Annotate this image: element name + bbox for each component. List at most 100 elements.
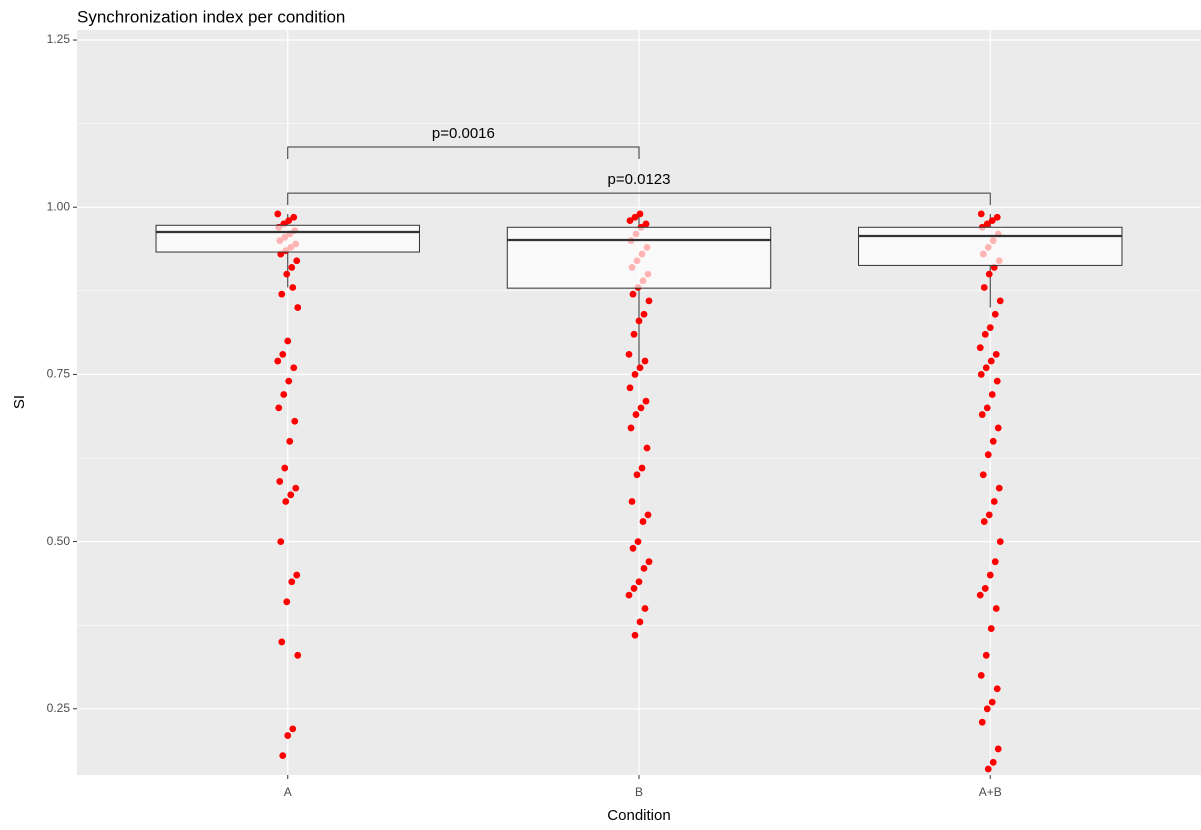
data-point [294,651,302,659]
data-point [631,631,639,639]
data-point [989,437,997,445]
y-tick-label: 1.25 [47,32,71,46]
annotation: p=0.0123 [608,171,671,188]
data-point [625,350,633,358]
x-tick-label: B [635,785,643,799]
data-point [982,651,990,659]
data-point [288,264,296,271]
data-point [629,544,637,552]
data-point [991,558,999,566]
data-point [642,397,650,405]
data-point [627,424,635,432]
data-point [280,391,288,398]
data-point [287,491,295,499]
data-point [977,210,985,218]
data-point [993,685,1001,693]
data-point [289,284,297,291]
data-point [286,437,294,445]
data-point [285,217,293,224]
y-axis-label: SI [11,395,28,409]
data-point [294,304,302,311]
data-point [996,297,1004,305]
data-point [645,297,653,305]
data-point [986,571,994,579]
data-point [631,213,639,221]
data-point [633,471,641,479]
data-point [977,371,985,378]
data-point [631,371,639,378]
data-point [994,745,1002,753]
data-point [984,765,992,773]
data-point [640,310,648,318]
data-point [290,213,298,221]
y-tick-label: 0.25 [47,701,71,715]
data-point [638,464,646,472]
data-point [632,411,640,418]
data-point [634,538,642,546]
data-point [639,518,647,525]
data-point [289,725,297,733]
data-point [275,404,283,412]
data-point [983,705,991,713]
data-point [980,518,988,525]
data-point [976,344,984,352]
data-point [990,498,998,505]
annotation: p=0.0016 [432,125,495,142]
data-point [991,310,999,318]
data-point [637,404,645,412]
data-point [641,605,649,612]
data-point [993,377,1001,385]
box [858,226,1123,266]
data-point [278,638,286,646]
data-point [276,478,284,485]
data-point [983,404,991,412]
data-point [274,210,282,218]
data-point [982,364,990,372]
data-point [626,384,634,392]
data-point [281,464,289,472]
data-point [977,671,985,679]
data-point [986,324,994,331]
data-point [992,350,1000,358]
data-point [291,417,299,425]
data-point [980,284,988,291]
data-point [636,210,644,218]
data-point [290,364,298,372]
data-point [993,213,1001,221]
x-axis-label: Condition [607,807,670,824]
data-point [645,558,653,566]
data-point [978,411,986,418]
x-tick-label: A [284,785,292,799]
data-point [985,511,993,519]
data-point [981,585,989,592]
data-point [293,571,301,579]
data-point [979,471,987,479]
data-point [274,357,282,365]
data-point [976,591,984,599]
data-point [288,578,296,586]
data-point [630,330,638,338]
data-point [644,511,652,519]
data-point [988,217,996,224]
box [155,224,420,253]
data-point [284,337,292,345]
data-point [285,377,293,385]
y-tick-label: 1.00 [47,199,71,213]
data-point [643,444,651,452]
data-point [628,498,636,505]
data-point [641,357,649,365]
significance-bracket [287,146,640,160]
data-point [635,578,643,586]
data-point [988,391,996,398]
x-tick-label: A+B [979,785,1002,799]
data-point [626,217,634,224]
y-tick-label: 0.50 [47,534,71,548]
chart-title: Synchronization index per condition [77,7,345,26]
data-point [985,270,993,278]
data-point [636,618,644,626]
data-point [983,220,991,228]
data-point [978,718,986,726]
y-tick-label: 0.75 [47,367,71,381]
data-point [995,484,1003,492]
